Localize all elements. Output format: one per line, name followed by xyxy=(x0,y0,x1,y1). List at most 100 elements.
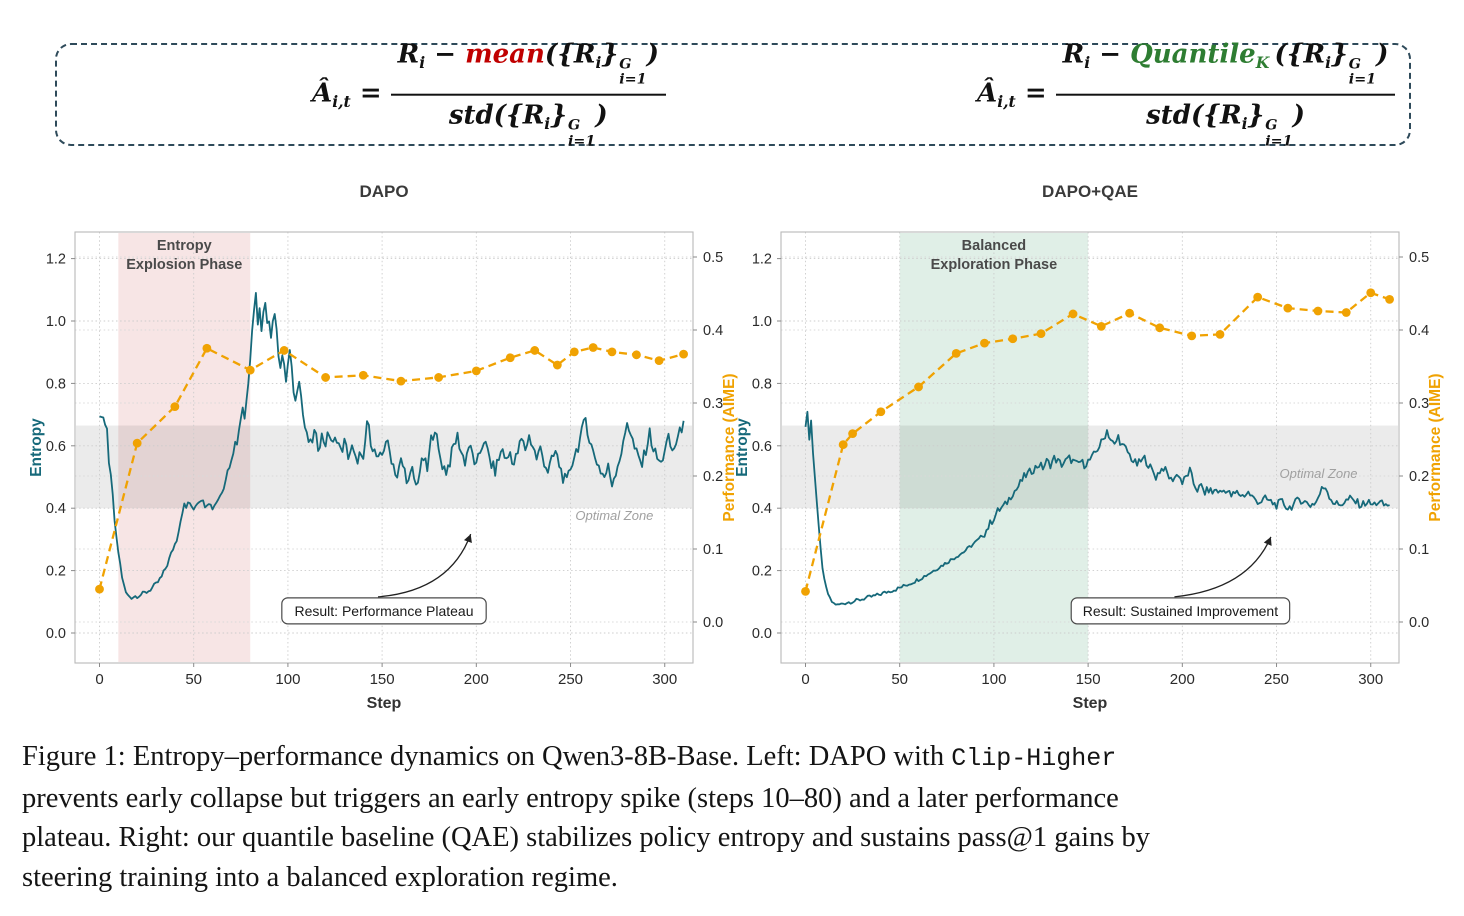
baseline-fn-quantile: QuantileK xyxy=(1130,39,1270,72)
code-clip-higher: Clip-Higher xyxy=(951,744,1117,773)
charts-canvas: DAPO 0.0 0.2 0.4 0.6 0.8 1.0 1.2 0.0 0.1 0.2 0.3 0.4… xyxy=(28,182,1444,712)
y-right-tick-label: 0.4 xyxy=(1409,323,1429,339)
y-left-tick-label: 0.8 xyxy=(46,376,66,392)
x-axis-title: Step xyxy=(1073,695,1108,712)
performance-marker xyxy=(1068,309,1078,319)
y-right-tick-label: 0.1 xyxy=(703,542,723,558)
performance-marker xyxy=(569,347,579,357)
baseline-fn-mean: mean xyxy=(465,39,545,70)
performance-marker xyxy=(1253,292,1263,302)
performance-marker xyxy=(1385,294,1394,304)
y-left-tick-label: 0.2 xyxy=(752,564,772,580)
x-tick-label: 150 xyxy=(370,671,395,688)
performance-marker xyxy=(951,348,961,358)
y-right-tick-label: 0.5 xyxy=(1409,250,1429,266)
x-tick-label: 50 xyxy=(185,671,202,688)
y-right-axis-title: Performance (AIME) xyxy=(721,373,738,521)
y-left-tick-label: 0.6 xyxy=(46,439,66,455)
annotation-arrowhead xyxy=(464,534,472,543)
phase-label: Balanced xyxy=(962,238,1026,254)
x-tick-label: 50 xyxy=(891,671,908,688)
optimal-zone-label: Optimal Zone xyxy=(1280,466,1358,481)
performance-marker xyxy=(1341,308,1351,317)
performance-marker xyxy=(588,343,598,352)
performance-marker xyxy=(530,346,540,355)
performance-marker xyxy=(607,347,617,357)
x-tick-label: 250 xyxy=(1264,671,1289,688)
y-left-tick-label: 1.0 xyxy=(752,314,772,330)
y-right-tick-label: 0.3 xyxy=(703,396,723,412)
phase-label: Exploration Phase xyxy=(931,257,1058,273)
plot-spines xyxy=(74,231,694,664)
performance-marker xyxy=(1366,288,1376,298)
x-tick-label: 0 xyxy=(801,671,809,688)
x-tick-label: 0 xyxy=(95,671,103,688)
performance-marker xyxy=(321,373,330,382)
y-left-tick-label: 0.8 xyxy=(752,376,772,392)
caption-line: Figure 1: Entropy–performance dynamics o… xyxy=(22,741,1117,773)
y-left-tick-label: 0.6 xyxy=(752,439,772,455)
performance-marker xyxy=(170,402,180,412)
lhs: Âi,t = xyxy=(312,78,382,111)
performance-marker xyxy=(505,353,515,363)
performance-marker xyxy=(876,407,886,417)
optimal-zone-band xyxy=(782,425,1398,509)
y-left-axis-title: Entropy xyxy=(734,418,751,477)
performance-marker xyxy=(1313,306,1323,316)
annotation-arrow xyxy=(377,533,472,598)
performance-marker xyxy=(202,343,212,353)
x-tick-label: 300 xyxy=(652,671,677,688)
y-left-tick-label: 1.2 xyxy=(752,252,772,268)
x-tick-label: 200 xyxy=(1170,671,1195,688)
lhs: Âi,t = xyxy=(977,78,1047,111)
figure-caption: Figure 1: Entropy–performance dynamics o… xyxy=(22,737,1446,897)
performance-marker xyxy=(1283,303,1293,313)
performance-marker xyxy=(396,376,406,386)
caption-line: prevents early collapse but triggers an … xyxy=(22,782,1119,814)
performance-marker xyxy=(980,338,989,348)
x-tick-label: 100 xyxy=(275,671,300,688)
performance-marker xyxy=(279,346,289,355)
y-right-tick-label: 0.2 xyxy=(703,469,723,485)
x-axis-title: Step xyxy=(367,695,402,712)
annotation-box xyxy=(1070,597,1291,625)
optimal-zone-label: Optimal Zone xyxy=(575,508,653,523)
plot-spines xyxy=(780,231,1400,664)
y-right-tick-label: 0.3 xyxy=(1409,396,1429,412)
x-tick-label: 300 xyxy=(1358,671,1383,688)
annotation-arrowhead xyxy=(1263,536,1272,546)
performance-marker xyxy=(848,429,857,439)
y-right-axis-title: Performance (AIME) xyxy=(1427,373,1444,521)
entropy-line xyxy=(804,410,1390,606)
y-right-tick-label: 0.1 xyxy=(1409,542,1429,558)
y-left-tick-label: 1.2 xyxy=(46,252,66,268)
performance-marker xyxy=(1215,329,1225,339)
performance-marker xyxy=(1155,323,1165,333)
performance-marker xyxy=(358,370,368,380)
y-left-tick-label: 0.0 xyxy=(46,626,66,642)
chart-title: DAPO xyxy=(359,182,408,201)
performance-marker xyxy=(1187,331,1197,341)
performance-marker xyxy=(801,586,810,596)
performance-marker xyxy=(679,349,688,359)
x-tick-label: 200 xyxy=(464,671,489,688)
performance-marker xyxy=(552,360,562,370)
performance-marker xyxy=(632,350,641,360)
y-left-axis-title: Entropy xyxy=(28,418,45,477)
y-left-tick-label: 0.4 xyxy=(752,501,772,517)
caption-line: steering training into a balanced explor… xyxy=(22,861,618,893)
x-tick-label: 150 xyxy=(1076,671,1101,688)
annotation-label: Result: Sustained Improvement xyxy=(1083,603,1278,619)
y-left-tick-label: 1.0 xyxy=(46,314,66,330)
caption-line: plateau. Right: our quantile baseline (Q… xyxy=(22,822,1151,853)
entropy-line xyxy=(99,292,685,600)
phase-label: Explosion Phase xyxy=(126,257,242,273)
